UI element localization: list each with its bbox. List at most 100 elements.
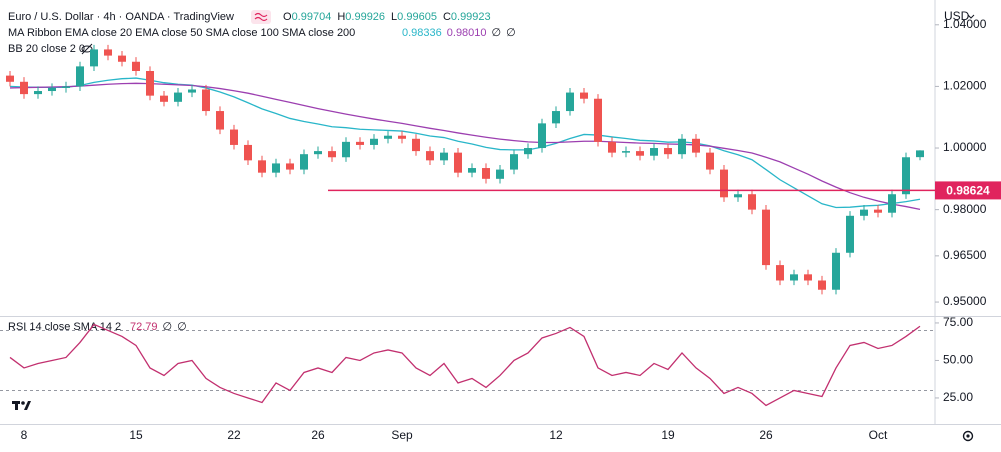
level-label: 0.98624 [946,184,990,198]
candle-body [62,86,70,88]
rsi-values: 72.79 ∅ ∅ [130,321,187,333]
ohlc-label: H [337,11,345,23]
candle-body [608,141,616,153]
candle-body [356,141,364,145]
ohlc-value: 0.99923 [451,11,491,23]
symbol-badge[interactable] [251,10,271,24]
candle-body [734,194,742,198]
level-label-box [935,181,1001,200]
candle-body [426,151,434,161]
candle-body [300,154,308,170]
series-line [9,82,921,210]
settings-gear[interactable] [962,430,974,442]
y-tick-label: 0.95000 [943,294,987,308]
candle-body [482,168,490,179]
candle-body [762,209,770,266]
x-tick-label: 8 [21,428,28,442]
x-tick-label: Oct [869,428,888,442]
candle-body [552,111,560,124]
candle-body [160,95,168,102]
ohlc-value: 0.99605 [397,11,437,23]
candle-body [524,148,532,155]
candle-body [6,75,14,82]
series-line [9,323,921,407]
y-tick-label: 50.00 [943,353,973,367]
candle-body [888,194,896,213]
candle-body [440,152,448,161]
ma-values: 0.98336 0.98010 ∅ ∅ [402,27,516,39]
candle-body [342,141,350,158]
candle-body [48,87,56,92]
candle-body [902,157,910,195]
candle-body [832,252,840,290]
candle-body [384,135,392,139]
candle-body [496,169,504,179]
series-line [9,77,921,209]
candle-body [916,150,924,158]
candle-body [804,274,812,281]
candle-body [874,209,882,213]
x-tick-label: 15 [129,428,143,442]
visibility-icon[interactable] [81,43,93,55]
y-tick-label: 1.02000 [943,79,987,93]
ohlc-value: 0.99926 [345,11,385,23]
candle-body [20,81,28,95]
ma-value: 0.98336 [402,27,442,39]
rsi-value: ∅ [163,321,173,333]
candle-body [272,163,280,173]
candle-body [328,151,336,158]
ohlc-values: O0.99704 H0.99926 L0.99605 C0.99923 [283,11,491,23]
candle-body [706,152,714,170]
chart-title: Euro / U.S. Dollar · 4h · OANDA · Tradin… [8,11,234,23]
ma-value: ∅ [506,27,516,39]
y-tick-label: 0.96500 [943,248,987,262]
x-tick-label: 26 [311,428,325,442]
currency-caret[interactable] [967,14,975,19]
candle-body [580,92,588,99]
candle-body [510,154,518,170]
ma-title: MA Ribbon EMA close 20 EMA close 50 SMA … [8,27,355,39]
currency-selector[interactable]: USD [944,9,970,23]
candle-body [566,92,574,112]
ma-value: ∅ [492,27,502,39]
tradingview-logo [12,401,31,410]
candle-body [216,111,224,130]
candle-body [790,274,798,281]
y-tick-label: 0.98000 [943,202,987,216]
bb-title: BB 20 close 2 0 [8,43,85,55]
candle-body [188,89,196,93]
ohlc-label: O [283,11,292,23]
candle-body [748,194,756,210]
candle-body [846,215,854,253]
rsi-title: RSI 14 close SMA 14 2 [8,321,121,333]
candle-body [286,163,294,170]
x-tick-label: 26 [759,428,773,442]
ohlc-label: C [443,11,451,23]
candle-body [650,148,658,156]
ohlc-label: L [391,11,397,23]
candle-body [468,168,476,173]
y-tick-label: 1.00000 [943,140,987,154]
y-tick-label: 75.00 [943,315,973,329]
candle-body [692,138,700,153]
candle-body [146,71,154,96]
candle-body [34,91,42,95]
candle-body [454,152,462,173]
candle-body [412,138,420,152]
candle-body [720,169,728,198]
candle-body [104,49,112,56]
candle-body [398,135,406,139]
ohlc-value: 0.99704 [292,11,332,23]
x-tick-label: 12 [549,428,563,442]
candle-body [230,129,238,145]
y-tick-label: 1.04000 [943,17,987,31]
x-tick-label: 22 [227,428,241,442]
candle-body [818,280,826,290]
candle-body [538,123,546,149]
candle-body [118,55,126,62]
x-tick-label: 19 [661,428,675,442]
rsi-value: ∅ [177,321,187,333]
candle-body [664,148,672,155]
